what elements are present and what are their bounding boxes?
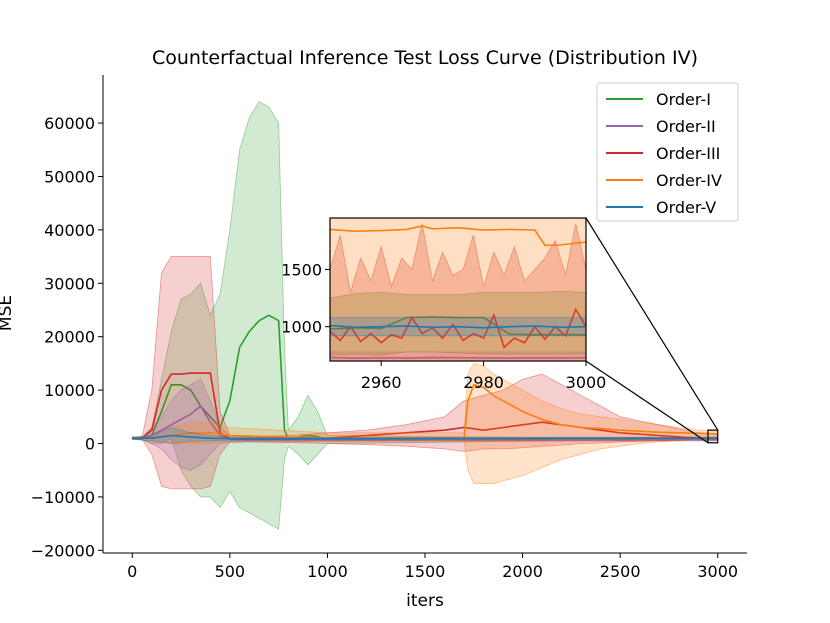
- inset-series-order-v-line: [330, 324, 586, 329]
- x-tick-label: 500: [215, 562, 246, 581]
- inset-x-tick-label: 2960: [361, 373, 402, 392]
- inset-series-order-ii-band: [330, 351, 586, 361]
- y-tick-label: 50000: [44, 167, 95, 186]
- x-tick-label: 1500: [405, 562, 446, 581]
- y-tick-label: 20000: [44, 328, 95, 347]
- inset-series-order-iv-line: [330, 225, 586, 247]
- zoom-connector-bottom: [585, 360, 709, 444]
- zoom-region-box: [707, 429, 719, 444]
- inset-y-tick-label: 1000: [281, 318, 322, 337]
- inset-series: [330, 218, 586, 361]
- inset-plot: 2960 2980 3000 1000 1500: [281, 217, 607, 392]
- inset-series-order-i-band: [330, 290, 586, 356]
- series-order-v-line: [132, 434, 718, 440]
- zoom-indicator: [585, 217, 719, 444]
- x-tick-label: 2000: [502, 562, 543, 581]
- x-axis-label: iters: [406, 591, 444, 611]
- legend-label-order-v: Order-V: [656, 198, 716, 217]
- chart-title: Counterfactual Inference Test Loss Curve…: [152, 47, 698, 69]
- legend-box: [596, 82, 739, 222]
- axes: 0 500 1000 1500 2000 2500 3000 −20000 −10000 0 100…: [31, 75, 747, 581]
- inset-x-tick-label: 3000: [566, 373, 607, 392]
- y-axis-label: MSE: [0, 295, 16, 331]
- legend-label-order-iii: Order-III: [656, 144, 720, 163]
- x-tick-label: 3000: [697, 562, 738, 581]
- inset-series-order-iv-band: [330, 218, 586, 361]
- legend-label-order-iv: Order-IV: [656, 171, 722, 190]
- y-tick-label: 0: [85, 435, 95, 454]
- x-tick-label: 1000: [307, 562, 348, 581]
- y-tick-label: 60000: [44, 114, 95, 133]
- legend: Order-I Order-II Order-III Order-IV Order-V: [596, 82, 739, 222]
- inset-series-order-i-line: [330, 316, 586, 336]
- inset-x-tick-label: 2980: [463, 373, 504, 392]
- y-tick-label: −10000: [31, 488, 95, 507]
- x-tick-label: 0: [127, 562, 137, 581]
- y-tick-label: 40000: [44, 221, 95, 240]
- series-order-ii-line: [132, 404, 718, 441]
- legend-label-order-i: Order-I: [656, 90, 711, 109]
- inset-series-order-ii-line: [330, 356, 586, 359]
- y-tick-label: 10000: [44, 381, 95, 400]
- inset-series-order-iii-line: [330, 307, 586, 349]
- inset-y-tick-label: 1500: [281, 260, 322, 279]
- inset-frame: [329, 217, 587, 362]
- zoom-connector-top: [585, 217, 719, 431]
- x-tick-label: 2500: [600, 562, 641, 581]
- legend-label-order-ii: Order-II: [656, 117, 716, 136]
- y-tick-label: 30000: [44, 274, 95, 293]
- y-tick-label: −20000: [31, 541, 95, 560]
- series-order-iv-line: [132, 383, 718, 439]
